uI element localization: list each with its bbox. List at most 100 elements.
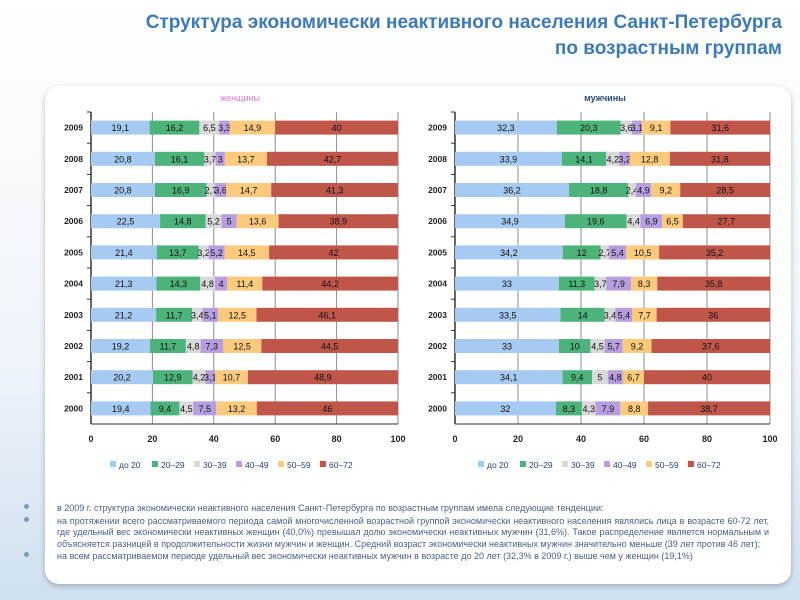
bar-segment	[149, 339, 186, 353]
legend-swatch	[520, 461, 526, 467]
data-label: 5,4	[618, 310, 631, 320]
bar-segment	[615, 307, 633, 322]
data-label: 14,1	[575, 154, 593, 164]
legend-label: 60–72	[329, 460, 353, 470]
bar-segment	[680, 183, 770, 197]
bar-segment	[648, 401, 770, 416]
bar-segment	[226, 183, 272, 197]
bar-segment	[455, 307, 561, 322]
legend-swatch	[320, 461, 326, 467]
note-text: на протяжении всего рассматриваемого пер…	[57, 515, 769, 549]
data-label: 12,8	[641, 154, 659, 164]
bar-segment	[215, 370, 248, 385]
data-label: 13,6	[249, 217, 267, 227]
data-label: 19,1	[112, 123, 130, 133]
data-label: 48,9	[314, 373, 332, 383]
data-label: 7,7	[638, 310, 651, 320]
data-label: 20,8	[114, 154, 132, 164]
legend-label: до 20	[119, 460, 141, 470]
bar-segment	[622, 339, 652, 353]
y-tick-label: 2009	[428, 123, 447, 133]
bar-segment	[204, 151, 216, 166]
data-label: 10	[570, 342, 580, 352]
legend-swatch	[646, 461, 652, 467]
bar-segment	[629, 151, 670, 166]
bar-segment	[656, 307, 770, 322]
data-label: 28,5	[716, 186, 734, 196]
bar-segment	[619, 151, 630, 166]
bar-segment	[236, 214, 279, 229]
data-label: 18,8	[590, 186, 608, 196]
data-label: 11,7	[166, 310, 183, 320]
legend-label: 20–29	[161, 460, 185, 470]
legend-label: 50–59	[287, 460, 311, 470]
data-label: 12,9	[164, 373, 182, 383]
y-tick-label: 2003	[428, 310, 447, 320]
data-label: 7,9	[612, 279, 625, 289]
data-label: 14	[578, 310, 588, 320]
bar-segment	[628, 183, 636, 197]
x-tick-label: 60	[639, 434, 649, 444]
data-label: 4,3	[582, 404, 595, 414]
legend-swatch	[478, 461, 484, 467]
data-label: 4,5	[180, 404, 193, 414]
bar-segment	[581, 401, 596, 416]
data-label: 8,8	[628, 404, 641, 414]
data-label: 9,2	[659, 186, 672, 196]
legend-label: 30–39	[571, 460, 595, 470]
data-label: 3,4	[191, 310, 204, 320]
data-label: 20,2	[113, 373, 131, 383]
bar-segment	[641, 120, 671, 135]
data-label: 2,7	[205, 186, 218, 196]
data-label: 22,5	[117, 217, 135, 227]
data-label: 21,3	[115, 279, 133, 289]
data-label: 5,1	[204, 310, 217, 320]
data-label: 13,7	[169, 248, 187, 258]
bar-segment	[91, 120, 150, 135]
bar-segment	[626, 245, 660, 260]
data-label: 3,3	[218, 123, 231, 133]
bar-segment	[657, 276, 770, 291]
data-label: 11,4	[236, 279, 253, 289]
legend-label: 30–39	[203, 460, 227, 470]
y-tick-label: 2002	[428, 341, 447, 351]
bar-segment	[219, 120, 230, 135]
data-label: 33	[502, 279, 512, 289]
bar-segment	[223, 339, 262, 353]
data-label: 3,2	[618, 154, 631, 164]
bar-segment	[562, 245, 601, 260]
bar-segment	[651, 339, 770, 353]
bar-segment	[91, 183, 155, 197]
data-label: 34,1	[500, 373, 518, 383]
data-label: 35,2	[706, 248, 724, 258]
data-label: 3,6	[214, 186, 227, 196]
bar-segment	[156, 307, 193, 322]
data-label: 12,5	[229, 310, 247, 320]
bar-segment	[632, 307, 657, 322]
y-tick-label: 2009	[64, 123, 83, 133]
bar-segment	[91, 214, 161, 229]
data-label: 7,5	[198, 404, 211, 414]
bar-segment	[150, 401, 180, 416]
legend-label: 50–59	[655, 460, 679, 470]
data-label: 14,7	[240, 186, 258, 196]
data-label: 5,4	[611, 248, 624, 258]
bar-segment	[160, 214, 206, 229]
chart-title: женщины	[220, 93, 260, 103]
bar-segment	[156, 245, 199, 260]
data-label: 46,1	[318, 310, 336, 320]
data-label: 4,8	[609, 373, 622, 383]
y-tick-label: 2008	[428, 154, 447, 164]
bar-segment	[455, 214, 565, 229]
bar-segment	[606, 276, 632, 291]
bar-segment	[651, 183, 681, 197]
bar-segment	[208, 245, 225, 260]
bar-segment	[455, 401, 556, 416]
data-label: 4,8	[201, 279, 214, 289]
bar-segment	[631, 276, 658, 291]
data-label: 13,2	[228, 404, 246, 414]
data-label: 19,2	[112, 342, 130, 352]
note-item: на протяжении всего рассматриваемого пер…	[24, 515, 769, 551]
data-label: 3,4	[604, 310, 617, 320]
bar-segment	[185, 339, 201, 353]
